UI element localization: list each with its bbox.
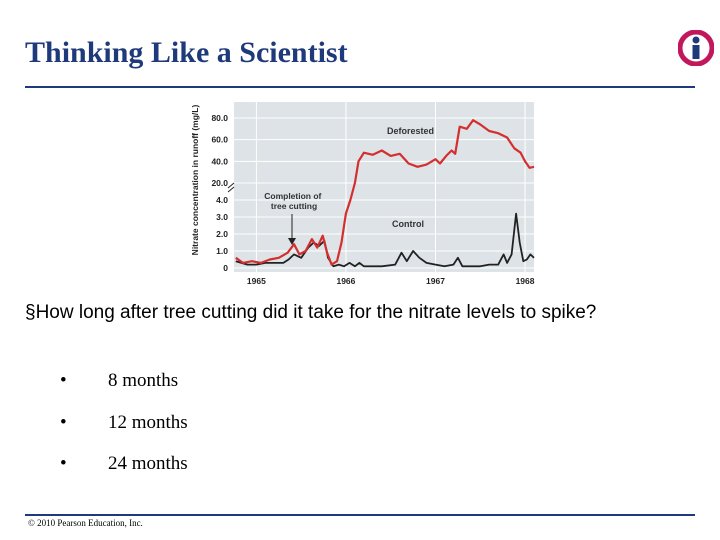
y-axis-label: Nitrate concentration in runoff (mg/L): [190, 105, 200, 256]
series-lines: [235, 119, 535, 268]
axis-break-mark: [227, 186, 235, 193]
y-tick-label: 4.0: [216, 195, 228, 205]
answer-option-label: 8 months: [108, 370, 179, 391]
x-tick-label: 1965: [247, 276, 266, 286]
y-tick-label: 60.0: [211, 135, 228, 145]
y-tick-label: 20.0: [211, 178, 228, 188]
copyright-text: © 2010 Pearson Education, Inc.: [28, 518, 143, 528]
bullet: •: [60, 412, 67, 433]
axis-break-mark: [227, 182, 235, 189]
answer-option-3[interactable]: • 24 months: [60, 453, 188, 475]
gridlines: [227, 102, 534, 272]
x-tick-label: 1967: [426, 276, 445, 286]
title-divider: [25, 86, 695, 88]
answer-option-2[interactable]: • 12 months: [60, 412, 188, 434]
y-tick-label: 80.0: [211, 113, 228, 123]
control-label: Control: [392, 219, 424, 229]
x-tick-label: 1966: [336, 276, 355, 286]
nitrate-chart-svg: Nitrate concentration in runoff (mg/L) 8…: [190, 102, 535, 286]
footer-divider: [25, 514, 695, 516]
y-tick-label: 3.0: [216, 212, 228, 222]
answer-option-label: 24 months: [108, 453, 188, 474]
answer-option-1[interactable]: • 8 months: [60, 370, 178, 392]
info-person-icon: [678, 30, 714, 66]
y-tick-label: 0: [223, 263, 228, 273]
annotations: Deforested Control Completion of tree cu…: [264, 126, 434, 245]
y-tick-label: 40.0: [211, 156, 228, 166]
slide-title: Thinking Like a Scientist: [25, 36, 348, 69]
answer-option-label: 12 months: [108, 412, 188, 433]
cut-label: Completion of tree cutting: [264, 191, 324, 211]
cut-arrowhead: [288, 238, 296, 245]
bullet: •: [60, 453, 67, 474]
bullet: •: [60, 370, 67, 391]
y-tick-label: 1.0: [216, 246, 228, 256]
plot-background: [234, 102, 534, 272]
y-tick-label: 2.0: [216, 229, 228, 239]
question-text: §How long after tree cutting did it take…: [25, 302, 597, 323]
tick-labels: 80.0 60.0 40.0 20.0 4.0 3.0 2.0 1.0 0 1965 1966 196…: [211, 113, 534, 286]
deforested-series-line: [235, 119, 535, 266]
deforested-label: Deforested: [387, 126, 434, 136]
nitrate-chart: Nitrate concentration in runoff (mg/L) 8…: [182, 88, 538, 292]
control-series-line: [235, 212, 535, 268]
x-tick-label: 1968: [516, 276, 535, 286]
